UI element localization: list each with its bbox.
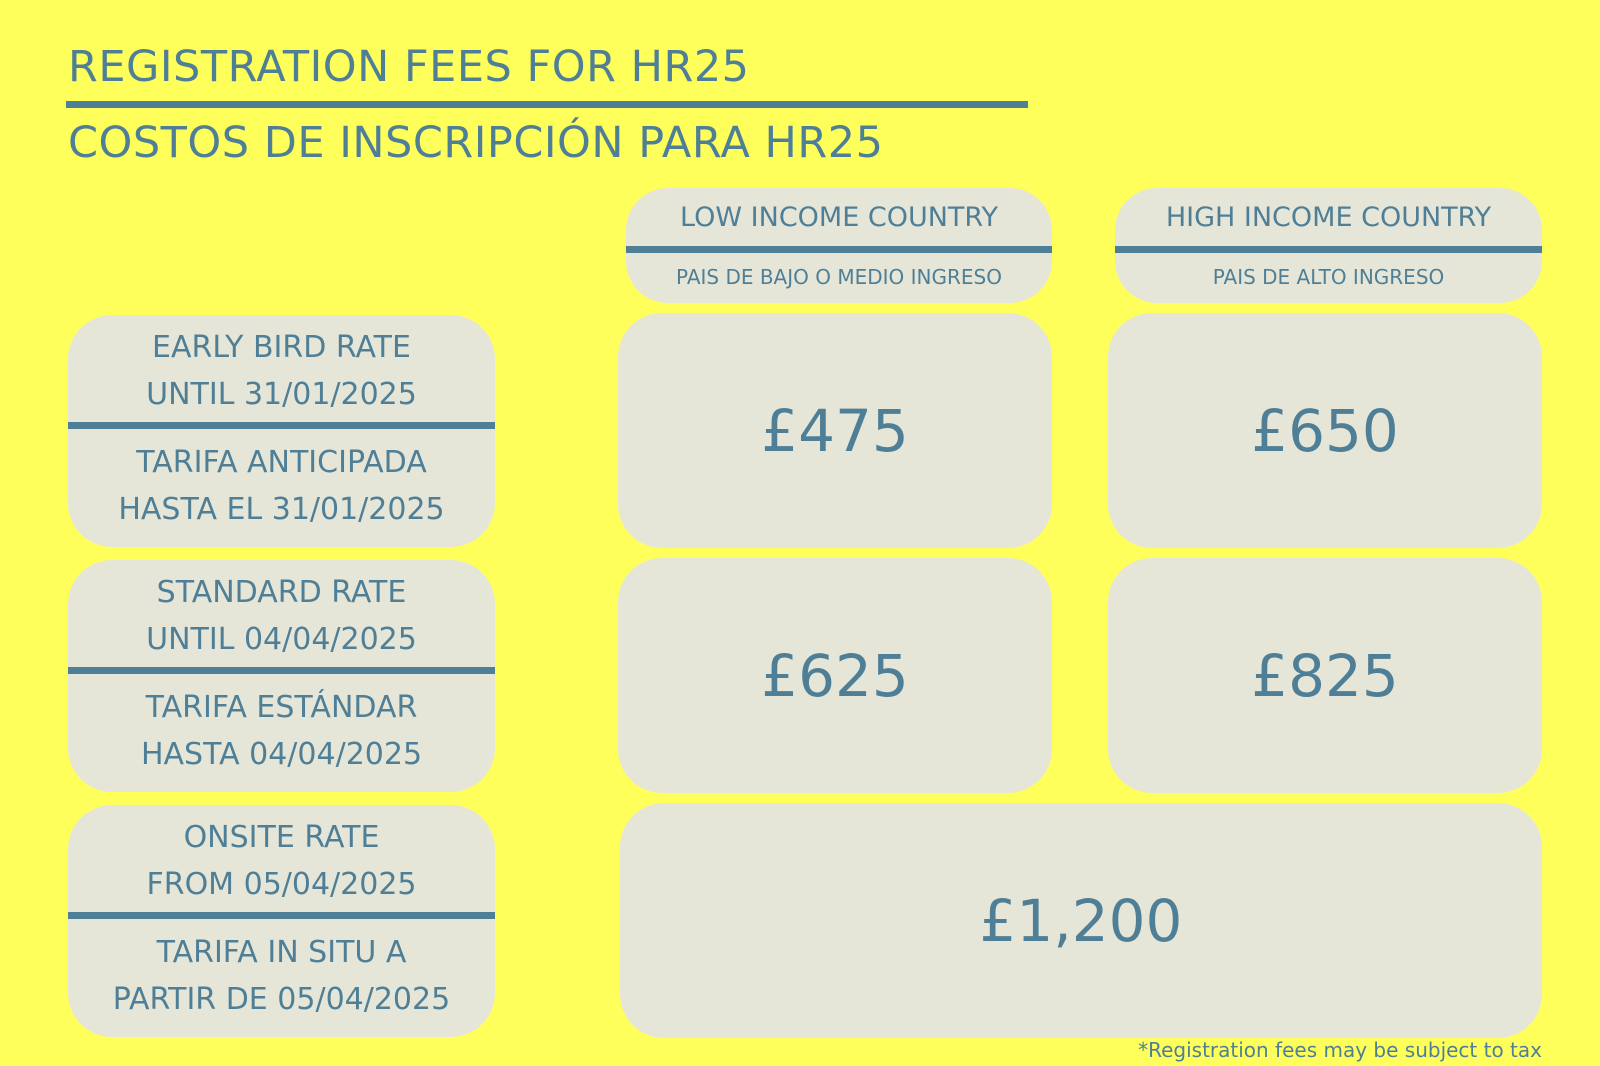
row-header-spanish-line2: PARTIR DE 05/04/2025 bbox=[112, 982, 451, 1017]
price-standard-low-income: £625 bbox=[618, 558, 1052, 793]
row-header-english: STANDARD RATE UNTIL 04/04/2025 bbox=[68, 569, 495, 663]
column-header-low-income: LOW INCOME COUNTRY PAIS DE BAJO O MEDIO … bbox=[626, 188, 1052, 303]
tax-footnote: *Registration fees may be subject to tax bbox=[1138, 1038, 1542, 1062]
row-header-divider bbox=[68, 912, 495, 919]
price-standard-high-income: £825 bbox=[1108, 558, 1542, 793]
row-header-spanish-line1: TARIFA IN SITU A bbox=[156, 935, 407, 970]
row-header-english-line1: STANDARD RATE bbox=[156, 575, 407, 610]
column-header-spanish: PAIS DE BAJO O MEDIO INGRESO bbox=[676, 265, 1002, 289]
column-header-divider bbox=[626, 246, 1052, 253]
row-header-early-bird: EARLY BIRD RATE UNTIL 31/01/2025 TARIFA … bbox=[68, 315, 495, 547]
row-header-spanish: TARIFA ESTÁNDAR HASTA 04/04/2025 bbox=[68, 684, 495, 778]
column-header-english: HIGH INCOME COUNTRY bbox=[1165, 202, 1492, 233]
column-header-high-income: HIGH INCOME COUNTRY PAIS DE ALTO INGRESO bbox=[1115, 188, 1542, 303]
title-divider bbox=[66, 101, 1028, 108]
row-header-divider bbox=[68, 422, 495, 429]
row-header-english-line1: ONSITE RATE bbox=[183, 820, 380, 855]
title-english: REGISTRATION FEES FOR HR25 bbox=[68, 42, 750, 92]
row-header-english-line2: UNTIL 31/01/2025 bbox=[146, 377, 417, 412]
row-header-spanish-line2: HASTA EL 31/01/2025 bbox=[118, 492, 445, 527]
row-header-english: EARLY BIRD RATE UNTIL 31/01/2025 bbox=[68, 324, 495, 418]
row-header-divider bbox=[68, 667, 495, 674]
row-header-spanish: TARIFA ANTICIPADA HASTA EL 31/01/2025 bbox=[68, 439, 495, 533]
column-header-english: LOW INCOME COUNTRY bbox=[680, 202, 998, 233]
row-header-spanish-line2: HASTA 04/04/2025 bbox=[140, 737, 423, 772]
row-header-spanish: TARIFA IN SITU A PARTIR DE 05/04/2025 bbox=[68, 929, 495, 1023]
row-header-english-line1: EARLY BIRD RATE bbox=[152, 330, 411, 365]
row-header-english: ONSITE RATE FROM 05/04/2025 bbox=[68, 814, 495, 908]
row-header-english-line2: FROM 05/04/2025 bbox=[146, 867, 417, 902]
price-onsite-all: £1,200 bbox=[620, 803, 1542, 1038]
row-header-spanish-line1: TARIFA ESTÁNDAR bbox=[145, 690, 418, 725]
row-header-onsite: ONSITE RATE FROM 05/04/2025 TARIFA IN SI… bbox=[68, 805, 495, 1037]
row-header-spanish-line1: TARIFA ANTICIPADA bbox=[136, 445, 427, 480]
title-spanish: COSTOS DE INSCRIPCIÓN PARA HR25 bbox=[68, 118, 884, 168]
column-header-divider bbox=[1115, 246, 1542, 253]
column-header-spanish: PAIS DE ALTO INGRESO bbox=[1212, 265, 1445, 289]
row-header-standard: STANDARD RATE UNTIL 04/04/2025 TARIFA ES… bbox=[68, 560, 495, 792]
row-header-english-line2: UNTIL 04/04/2025 bbox=[146, 622, 417, 657]
price-early-bird-high-income: £650 bbox=[1108, 313, 1542, 548]
price-early-bird-low-income: £475 bbox=[618, 313, 1052, 548]
